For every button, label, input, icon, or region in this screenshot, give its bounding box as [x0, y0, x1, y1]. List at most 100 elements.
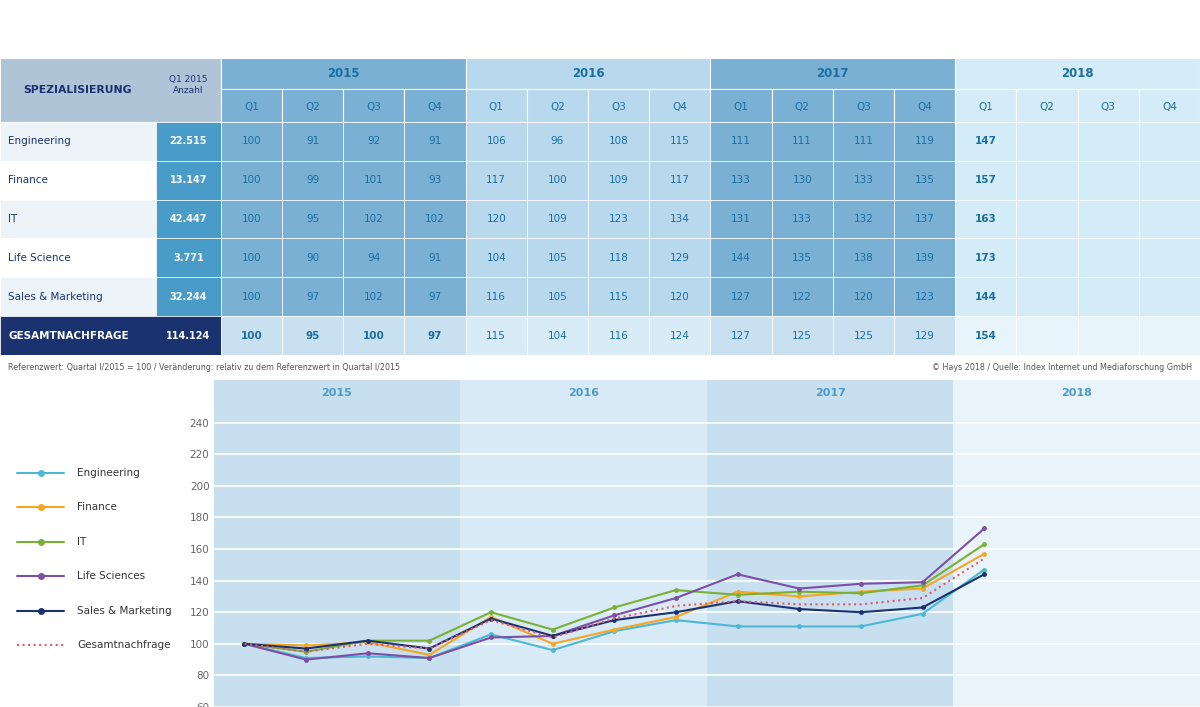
Text: 125: 125: [853, 331, 874, 341]
Bar: [772, 160, 833, 199]
Bar: [588, 199, 649, 238]
Bar: [772, 122, 833, 160]
Bar: [1139, 238, 1200, 277]
Bar: [1078, 277, 1139, 316]
Text: 147: 147: [974, 136, 997, 146]
Text: Q4: Q4: [917, 102, 932, 112]
Bar: [527, 160, 588, 199]
Text: Q3: Q3: [1100, 102, 1116, 112]
Text: 133: 133: [853, 175, 874, 185]
Bar: [221, 58, 466, 88]
Bar: [343, 160, 404, 199]
Text: Q2: Q2: [794, 102, 810, 112]
Bar: [1016, 160, 1078, 199]
Bar: [282, 88, 343, 122]
Bar: [955, 316, 1016, 355]
Text: 97: 97: [428, 292, 442, 302]
Text: 2017: 2017: [816, 67, 850, 80]
Bar: [527, 238, 588, 277]
Bar: [588, 277, 649, 316]
Text: 100: 100: [547, 175, 568, 185]
Text: 129: 129: [670, 253, 690, 263]
Text: 2016: 2016: [571, 67, 605, 80]
Bar: [0, 160, 156, 199]
Bar: [649, 122, 710, 160]
Text: 129: 129: [914, 331, 935, 341]
Text: IT: IT: [8, 214, 18, 224]
Text: 122: 122: [792, 292, 812, 302]
Bar: [1139, 277, 1200, 316]
Text: 127: 127: [731, 331, 751, 341]
Bar: [710, 122, 772, 160]
Bar: [649, 88, 710, 122]
Bar: [221, 277, 282, 316]
Bar: [221, 88, 282, 122]
Bar: [1139, 199, 1200, 238]
Bar: [1139, 160, 1200, 199]
Text: 115: 115: [670, 136, 690, 146]
Text: 91: 91: [306, 136, 319, 146]
Text: 94: 94: [367, 253, 380, 263]
Bar: [588, 238, 649, 277]
Text: Sales & Marketing: Sales & Marketing: [77, 606, 172, 616]
Bar: [649, 238, 710, 277]
Text: 116: 116: [486, 292, 506, 302]
Text: Finance: Finance: [8, 175, 48, 185]
Text: 100: 100: [241, 175, 262, 185]
Bar: [894, 122, 955, 160]
Bar: [894, 277, 955, 316]
Bar: [404, 122, 466, 160]
Bar: [772, 199, 833, 238]
Text: 2015: 2015: [322, 388, 353, 399]
Text: 2016: 2016: [568, 388, 599, 399]
Text: 123: 123: [914, 292, 935, 302]
Text: 91: 91: [428, 253, 442, 263]
Bar: [1139, 122, 1200, 160]
Bar: [466, 199, 527, 238]
Bar: [1016, 88, 1078, 122]
Text: 104: 104: [486, 253, 506, 263]
Bar: [1139, 316, 1200, 355]
Text: 96: 96: [551, 136, 564, 146]
Text: 105: 105: [547, 253, 568, 263]
Bar: [649, 160, 710, 199]
Bar: [221, 122, 282, 160]
Bar: [953, 380, 1200, 407]
Text: Q1: Q1: [978, 102, 994, 112]
Bar: [156, 199, 221, 238]
Bar: [772, 88, 833, 122]
Bar: [953, 407, 1200, 707]
Text: SPEZIALISIERUNG: SPEZIALISIERUNG: [24, 85, 132, 95]
Text: Gesamtnachfrage: Gesamtnachfrage: [77, 641, 170, 650]
Text: 22.515: 22.515: [169, 136, 208, 146]
Text: 106: 106: [486, 136, 506, 146]
Text: 118: 118: [608, 253, 629, 263]
Text: 100: 100: [241, 214, 262, 224]
Text: 131: 131: [731, 214, 751, 224]
Bar: [710, 277, 772, 316]
Text: Q4: Q4: [672, 102, 688, 112]
Text: 163: 163: [974, 214, 997, 224]
Bar: [282, 160, 343, 199]
Bar: [955, 88, 1016, 122]
Bar: [0, 238, 156, 277]
Text: 104: 104: [547, 331, 568, 341]
Text: 120: 120: [670, 292, 690, 302]
Text: 100: 100: [240, 331, 263, 341]
Text: 100: 100: [362, 331, 385, 341]
Text: 130: 130: [792, 175, 812, 185]
Text: Q2: Q2: [305, 102, 320, 112]
Bar: [282, 277, 343, 316]
Bar: [404, 88, 466, 122]
Text: 138: 138: [853, 253, 874, 263]
Bar: [649, 277, 710, 316]
Text: 120: 120: [486, 214, 506, 224]
Text: HAYS-FACHKRÄFTE-INDEX DEUTSCHLAND – ÜBERGREIFEND NACH SPEZIALISIERUNG: HAYS-FACHKRÄFTE-INDEX DEUTSCHLAND – ÜBER…: [14, 20, 835, 38]
Text: 115: 115: [486, 331, 506, 341]
Text: 139: 139: [914, 253, 935, 263]
Bar: [466, 58, 710, 88]
Bar: [221, 316, 282, 355]
Bar: [343, 199, 404, 238]
Bar: [649, 316, 710, 355]
Bar: [1078, 160, 1139, 199]
